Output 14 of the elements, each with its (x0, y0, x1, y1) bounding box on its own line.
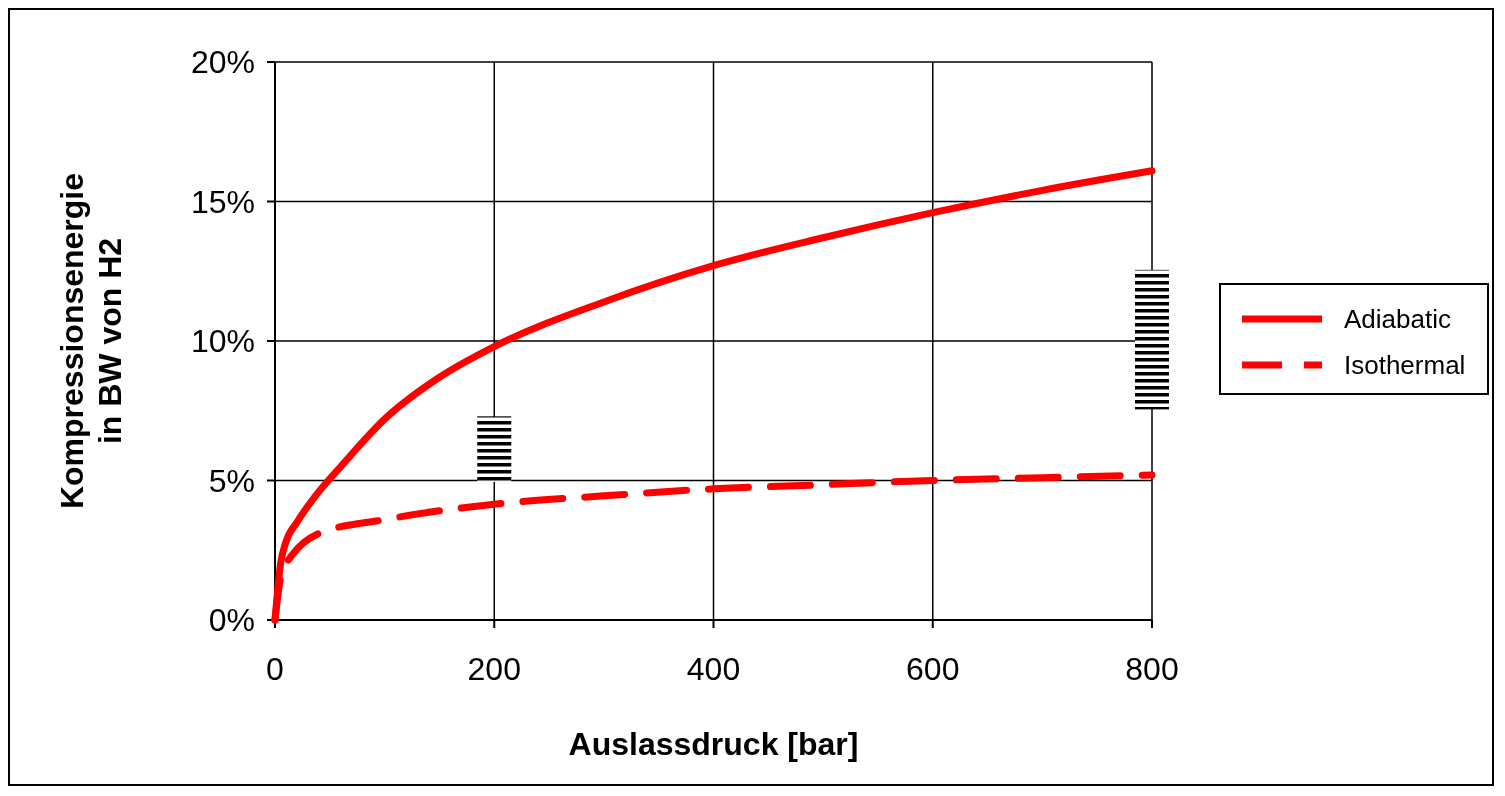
y-tick-label: 15% (190, 183, 255, 220)
y-tick-label: 20% (190, 44, 255, 80)
x-tick-label: 600 (906, 651, 960, 687)
x-axis-title: Auslassdruck [bar] (568, 726, 859, 762)
y-tick-label: 5% (208, 462, 255, 499)
y-axis-title: Kompressionsenergie in BW von H2 (54, 172, 128, 510)
x-tick-label: 800 (1125, 651, 1179, 687)
y-tick-label: 0% (208, 602, 255, 638)
x-tick-label: 0 (266, 651, 284, 687)
y-tick-label: 10% (190, 323, 255, 359)
legend-label: Adiabatic (1344, 304, 1451, 334)
x-tick-label: 200 (467, 651, 521, 687)
legend-label: Isothermal (1344, 350, 1466, 380)
x-tick-label: 400 (686, 651, 741, 687)
